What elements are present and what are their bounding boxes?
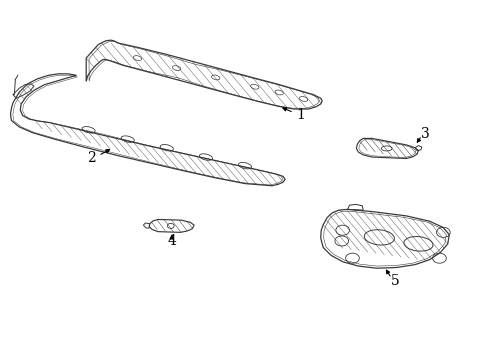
Text: 3: 3	[421, 127, 430, 141]
Text: 1: 1	[297, 108, 306, 122]
Text: 4: 4	[167, 234, 176, 248]
Text: 5: 5	[391, 274, 400, 288]
Text: 2: 2	[87, 152, 96, 166]
